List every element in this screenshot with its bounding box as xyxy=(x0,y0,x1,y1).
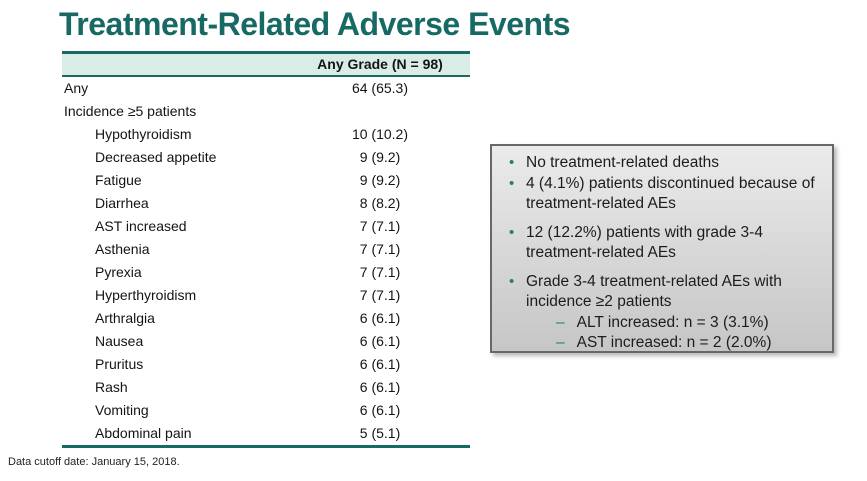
row-label: AST increased xyxy=(95,218,187,234)
row-label: Incidence ≥5 patients xyxy=(64,103,197,119)
row-label: Fatigue xyxy=(95,172,142,188)
table-row: AST increased 7 (7.1) xyxy=(62,215,470,238)
row-label: Vomiting xyxy=(95,402,149,418)
row-label: Rash xyxy=(95,379,128,395)
row-value: 7 (7.1) xyxy=(359,287,401,303)
table-row: Arthralgia 6 (6.1) xyxy=(62,307,470,330)
summary-sub-item: – ALT increased: n = 3 (3.1%) xyxy=(526,313,826,334)
row-label: Decreased appetite xyxy=(95,149,217,165)
table-header-label: Any Grade (N = 98) xyxy=(317,56,443,72)
row-label: Any xyxy=(64,80,89,96)
row-value: 6 (6.1) xyxy=(359,356,401,372)
summary-bullet-text: 12 (12.2%) patients with grade 3-4 treat… xyxy=(526,223,763,262)
slide-title: Treatment-Related Adverse Events xyxy=(59,6,571,42)
table-row: Fatigue 9 (9.2) xyxy=(62,169,470,192)
row-label: Arthralgia xyxy=(95,310,155,326)
table-row: Hypothyroidism 10 (10.2) xyxy=(62,123,470,146)
summary-bullet-text: 4 (4.1%) patients discontinued because o… xyxy=(526,174,815,213)
row-value: 9 (9.2) xyxy=(359,172,401,188)
row-value: 7 (7.1) xyxy=(359,264,401,280)
summary-bullet: No treatment-related deaths xyxy=(500,153,826,174)
row-value: 6 (6.1) xyxy=(359,310,401,326)
row-value: 10 (10.2) xyxy=(351,126,409,142)
row-value: 5 (5.1) xyxy=(359,425,401,441)
row-label: Diarrhea xyxy=(95,195,149,211)
table-row: Diarrhea 8 (8.2) xyxy=(62,192,470,215)
row-value: 6 (6.1) xyxy=(359,402,401,418)
summary-bullet-text: Grade 3-4 treatment-related AEs with inc… xyxy=(526,272,782,311)
table-row: Nausea 6 (6.1) xyxy=(62,330,470,353)
dash-marker: – xyxy=(556,334,565,351)
row-label: Asthenia xyxy=(95,241,150,257)
row-value: 6 (6.1) xyxy=(359,379,401,395)
row-label: Pruritus xyxy=(95,356,144,372)
summary-bullet-list: No treatment-related deaths 4 (4.1%) pati… xyxy=(500,153,826,354)
row-value: 7 (7.1) xyxy=(359,241,401,257)
table-top-rule xyxy=(62,51,470,54)
row-label: Hyperthyroidism xyxy=(95,287,197,303)
row-label: Pyrexia xyxy=(95,264,142,280)
summary-bullet: 12 (12.2%) patients with grade 3-4 treat… xyxy=(500,223,826,264)
summary-box: No treatment-related deaths 4 (4.1%) pati… xyxy=(490,144,834,353)
table-row: Asthenia 7 (7.1) xyxy=(62,238,470,261)
row-label: Nausea xyxy=(95,333,144,349)
dash-marker: – xyxy=(556,313,565,331)
row-label: Hypothyroidism xyxy=(95,126,192,142)
summary-sub-item-text: ALT increased: n = 3 (3.1%) xyxy=(576,313,769,331)
table-row: Any 64 (65.3) xyxy=(62,77,470,100)
summary-bullet: Grade 3-4 treatment-related AEs with inc… xyxy=(500,272,826,354)
row-value: 7 (7.1) xyxy=(359,218,401,234)
table-row: Pruritus 6 (6.1) xyxy=(62,353,470,376)
table-row: Decreased appetite 9 (9.2) xyxy=(62,146,470,169)
table-header-row: Any Grade (N = 98) xyxy=(62,54,470,75)
summary-sub-item: – AST increased: n = 2 (2.0%) xyxy=(526,333,826,354)
adverse-events-table: Any Grade (N = 98) Any 64 (65.3) Incidence… xyxy=(62,51,470,448)
table-row: Vomiting 6 (6.1) xyxy=(62,399,470,422)
row-value: 8 (8.2) xyxy=(359,195,401,211)
summary-sub-item-text: AST increased: n = 2 (2.0%) xyxy=(576,334,772,351)
summary-bullet-text: No treatment-related deaths xyxy=(526,154,719,171)
footnote: Data cutoff date: January 15, 2018. xyxy=(8,456,180,468)
table-row: Incidence ≥5 patients xyxy=(62,100,470,123)
table-row: Pyrexia 7 (7.1) xyxy=(62,261,470,284)
table-header-rule xyxy=(62,75,470,77)
row-value: 6 (6.1) xyxy=(359,333,401,349)
row-value: 64 (65.3) xyxy=(351,80,409,96)
table-bottom-rule xyxy=(62,445,470,448)
table-row: Hyperthyroidism 7 (7.1) xyxy=(62,284,470,307)
summary-bullet: 4 (4.1%) patients discontinued because o… xyxy=(500,174,826,215)
row-value: 9 (9.2) xyxy=(359,149,401,165)
table-body: Any 64 (65.3) Incidence ≥5 patients Hypothy… xyxy=(62,77,470,445)
table-row: Rash 6 (6.1) xyxy=(62,376,470,399)
row-label: Abdominal pain xyxy=(95,425,192,441)
table-row: Abdominal pain 5 (5.1) xyxy=(62,422,470,445)
